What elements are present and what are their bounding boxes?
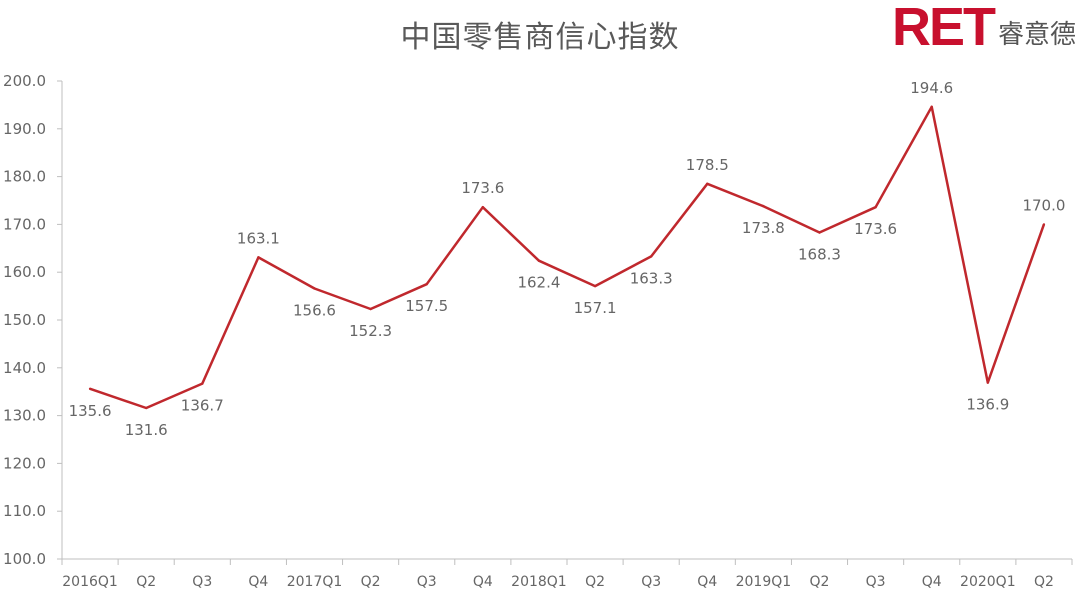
y-tick-label: 130.0 [3,407,46,425]
x-tick-label: Q3 [866,574,886,590]
x-tick-label: Q3 [641,574,661,590]
data-point [874,205,877,209]
data-label: 136.9 [966,396,1009,414]
data-label: 152.3 [349,322,392,340]
y-tick-label: 200.0 [3,72,46,90]
x-tick-label: Q2 [136,574,156,590]
x-tick-label: Q2 [585,574,605,590]
data-label: 135.6 [69,402,112,420]
data-point [762,205,765,208]
data-point [88,387,92,391]
data-point [593,284,597,288]
data-label: 163.3 [630,269,673,287]
data-label: 156.6 [293,301,336,319]
data-point [649,255,653,258]
y-tick-label: 160.0 [3,263,46,281]
data-label: 157.1 [574,299,617,317]
data-point [930,105,933,109]
data-point [425,282,428,286]
data-point [818,231,821,234]
x-tick-label: 2018Q1 [511,574,567,590]
y-tick-label: 140.0 [3,359,46,377]
data-point [144,406,148,410]
data-label: 173.6 [854,220,897,238]
data-point [369,307,372,311]
ret-logo: RET 睿意德 [892,0,1076,54]
data-point [1042,223,1046,226]
data-label: 170.0 [1022,196,1065,214]
data-point [201,382,204,385]
x-tick-label: 2020Q1 [960,574,1016,590]
logo-mark: RET [891,0,996,57]
x-tick-label: Q4 [473,574,493,590]
y-tick-label: 150.0 [3,311,46,329]
data-point [537,259,541,262]
y-tick-label: 190.0 [3,120,46,138]
y-tick-label: 120.0 [3,454,46,472]
y-tick-label: 110.0 [3,502,46,520]
x-tick-label: Q3 [192,574,212,590]
chart-title: 中国零售商信心指数 [400,20,680,55]
x-tick-label: Q3 [417,574,437,590]
data-label: 162.4 [517,274,560,292]
series-line [89,105,1046,410]
x-tick-label: 2016Q1 [62,574,118,590]
y-tick-label: 170.0 [3,215,46,233]
data-label: 157.5 [405,297,448,315]
x-tick-label: 2019Q1 [736,574,792,590]
data-label: 163.1 [237,229,280,247]
data-point [481,205,485,209]
data-label: 131.6 [125,421,168,439]
data-point [313,287,316,290]
data-label: 136.7 [181,397,224,415]
y-tick-label: 100.0 [3,550,46,568]
x-tick-label: Q2 [810,574,830,590]
data-label: 194.6 [910,79,953,97]
data-point [706,182,709,185]
data-point [257,256,260,259]
data-label: 173.8 [742,219,785,237]
data-label: 173.6 [461,179,504,197]
x-tick-label: Q4 [248,574,268,590]
x-tick-label: Q4 [922,574,942,590]
x-tick-label: 2017Q1 [287,574,343,590]
x-tick-label: Q4 [697,574,717,590]
logo-text: 睿意德 [997,20,1076,50]
x-tick-label: Q2 [361,574,381,590]
data-point [986,381,990,384]
data-label: 178.5 [686,156,729,174]
x-tick-label: Q2 [1034,574,1054,590]
y-tick-label: 180.0 [3,168,46,186]
data-label: 168.3 [798,246,841,264]
